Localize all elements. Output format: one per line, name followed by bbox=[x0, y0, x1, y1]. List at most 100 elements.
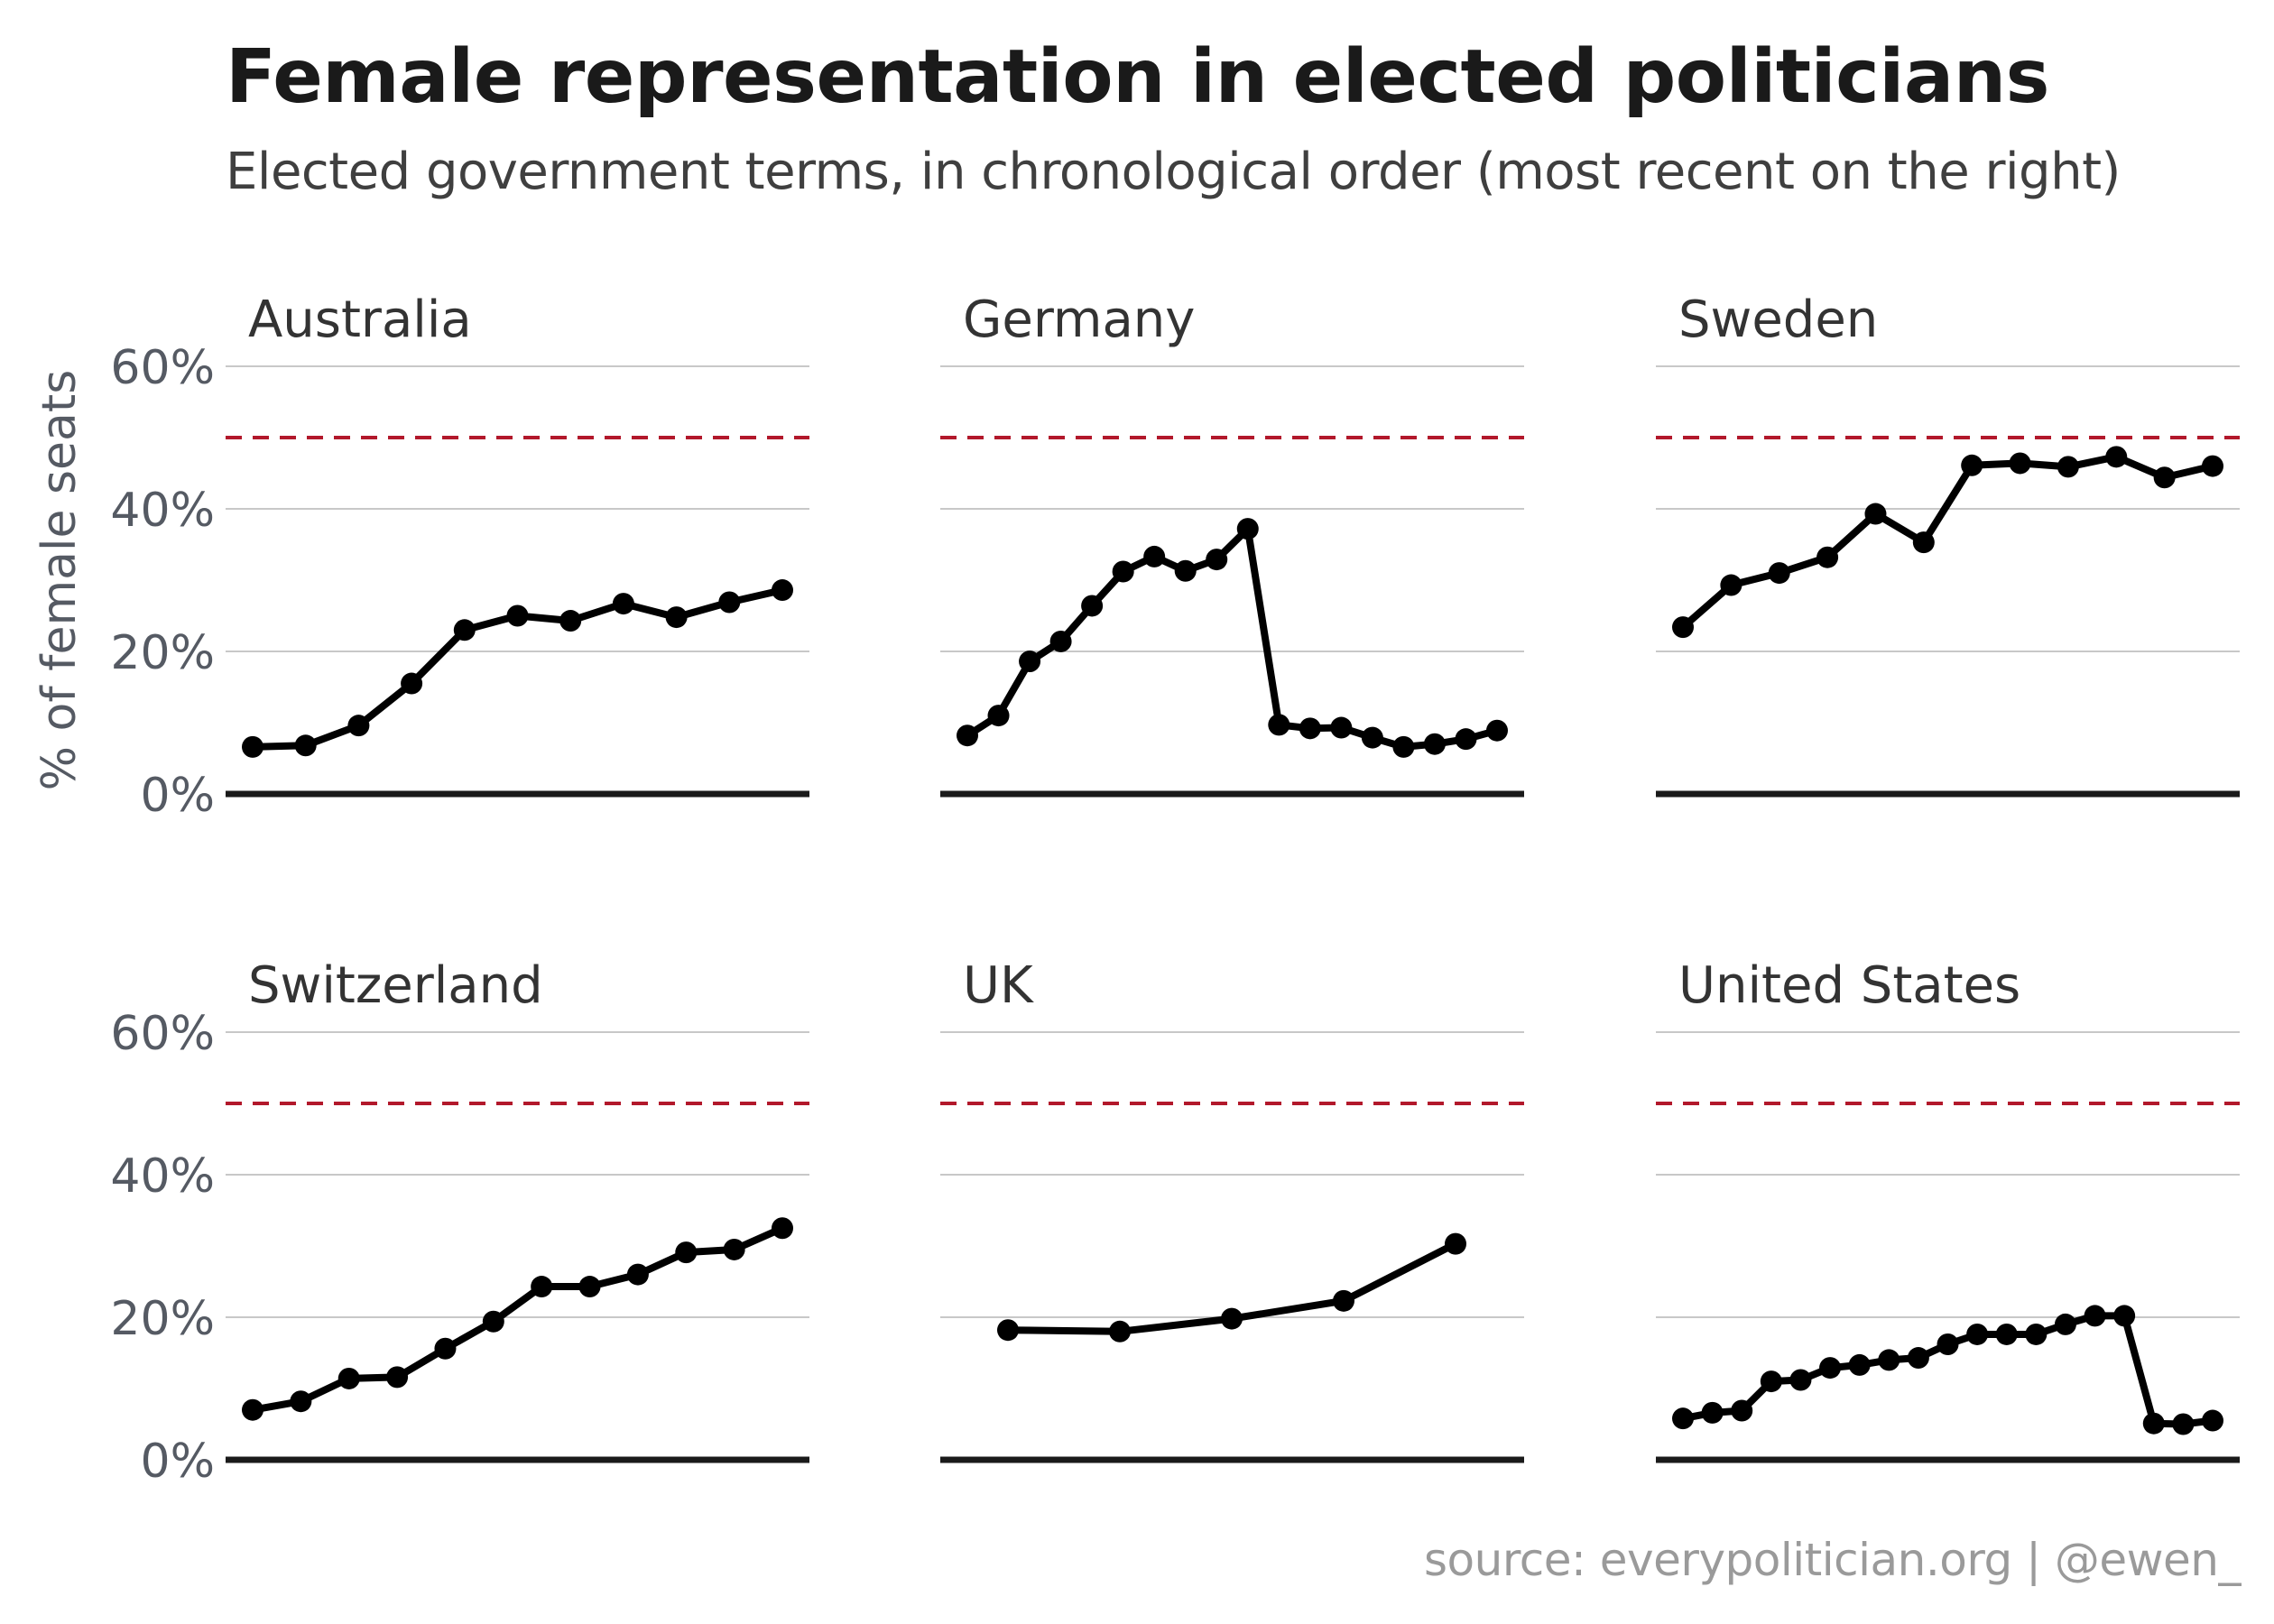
data-point-germany bbox=[1330, 716, 1353, 739]
y-tick-label: 0% bbox=[141, 769, 216, 823]
data-point-germany bbox=[1174, 559, 1197, 582]
data-point-united-states bbox=[1966, 1323, 1989, 1345]
data-point-australia bbox=[242, 735, 263, 758]
data-point-switzerland bbox=[482, 1310, 504, 1333]
data-point-sweden bbox=[2105, 446, 2128, 468]
data-point-germany bbox=[1486, 719, 1508, 742]
panel-title-sweden: Sweden bbox=[1678, 291, 1878, 349]
data-point-germany bbox=[1299, 717, 1321, 740]
data-point-switzerland bbox=[242, 1398, 263, 1421]
data-point-switzerland bbox=[434, 1337, 457, 1360]
data-point-germany bbox=[1392, 735, 1415, 758]
data-point-germany bbox=[1206, 549, 1228, 571]
data-point-switzerland bbox=[675, 1241, 698, 1264]
data-point-sweden bbox=[2009, 452, 2031, 475]
data-point-switzerland bbox=[290, 1390, 312, 1413]
data-point-united-states bbox=[1937, 1333, 1959, 1356]
data-point-united-states bbox=[2172, 1413, 2195, 1435]
data-point-australia bbox=[506, 604, 529, 627]
data-point-switzerland bbox=[772, 1217, 793, 1240]
panel-title-uk: UK bbox=[963, 956, 1034, 1015]
panel-title-united-states: United States bbox=[1678, 956, 2020, 1015]
data-point-sweden bbox=[2057, 456, 2079, 478]
data-point-germany bbox=[1423, 733, 1446, 755]
y-tick-label: 40% bbox=[110, 1149, 215, 1204]
data-point-switzerland bbox=[386, 1366, 409, 1389]
panel-title-germany: Germany bbox=[963, 291, 1195, 349]
y-tick-label: 20% bbox=[110, 1292, 215, 1346]
data-point-uk bbox=[1109, 1320, 1131, 1343]
data-point-united-states bbox=[2202, 1409, 2223, 1432]
data-point-australia bbox=[772, 579, 793, 602]
data-point-united-states bbox=[2113, 1305, 2136, 1327]
data-point-australia bbox=[718, 591, 741, 614]
data-point-germany bbox=[1112, 560, 1134, 583]
data-point-united-states bbox=[1701, 1401, 1724, 1424]
data-point-sweden bbox=[1864, 503, 1887, 525]
data-point-sweden bbox=[2202, 455, 2223, 477]
data-point-switzerland bbox=[626, 1263, 649, 1286]
chart-subtitle: Elected government terms, in chronologic… bbox=[226, 143, 2121, 201]
series-line-united-states bbox=[1679, 1312, 2216, 1428]
data-point-uk bbox=[1221, 1307, 1243, 1330]
data-point-united-states bbox=[1760, 1370, 1782, 1393]
data-point-australia bbox=[294, 734, 317, 757]
data-point-germany bbox=[1268, 714, 1290, 736]
data-point-switzerland bbox=[531, 1276, 553, 1298]
data-point-united-states bbox=[1819, 1357, 1842, 1379]
data-point-switzerland bbox=[723, 1238, 745, 1260]
panel-title-switzerland: Switzerland bbox=[248, 956, 543, 1015]
data-point-switzerland bbox=[578, 1276, 601, 1298]
series-line-germany bbox=[964, 525, 1501, 751]
data-point-united-states bbox=[1731, 1399, 1753, 1422]
series-line-sweden bbox=[1679, 453, 2216, 632]
data-point-australia bbox=[559, 610, 582, 632]
data-point-sweden bbox=[1672, 616, 1694, 639]
data-point-uk bbox=[1333, 1289, 1354, 1312]
data-point-united-states bbox=[1789, 1369, 1812, 1391]
y-tick-label: 40% bbox=[110, 484, 215, 538]
data-point-united-states bbox=[1878, 1349, 1900, 1371]
data-point-australia bbox=[347, 715, 370, 737]
data-point-united-states bbox=[2025, 1323, 2048, 1345]
data-point-germany bbox=[1236, 518, 1259, 540]
data-point-australia bbox=[612, 593, 634, 615]
y-axis-title: % of female seats bbox=[32, 370, 87, 791]
data-point-united-states bbox=[2084, 1305, 2106, 1327]
data-point-sweden bbox=[1912, 531, 1935, 554]
data-point-united-states bbox=[1907, 1347, 1929, 1370]
data-point-germany bbox=[957, 724, 978, 747]
data-point-switzerland bbox=[337, 1367, 360, 1389]
data-point-sweden bbox=[2153, 466, 2176, 489]
data-point-uk bbox=[1445, 1232, 1466, 1255]
y-tick-label: 60% bbox=[110, 1007, 215, 1061]
data-point-germany bbox=[1361, 726, 1383, 749]
data-point-united-states bbox=[1848, 1353, 1871, 1376]
data-point-germany bbox=[1455, 728, 1477, 751]
data-point-united-states bbox=[2054, 1313, 2076, 1335]
y-tick-label: 60% bbox=[110, 341, 215, 395]
data-point-germany bbox=[1081, 595, 1104, 617]
data-point-germany bbox=[987, 705, 1010, 727]
data-point-sweden bbox=[1768, 562, 1790, 585]
data-point-united-states bbox=[2142, 1412, 2165, 1435]
data-point-sweden bbox=[1961, 454, 1983, 476]
data-point-australia bbox=[453, 619, 476, 641]
series-line-switzerland bbox=[249, 1224, 786, 1414]
data-point-australia bbox=[401, 672, 423, 695]
data-point-germany bbox=[1019, 651, 1041, 673]
chart-title: Female representation in elected politic… bbox=[226, 34, 2049, 120]
data-point-australia bbox=[665, 606, 688, 629]
data-point-germany bbox=[1049, 630, 1072, 652]
data-point-sweden bbox=[1720, 574, 1742, 596]
y-tick-label: 20% bbox=[110, 626, 215, 680]
panel-title-australia: Australia bbox=[248, 291, 472, 349]
y-tick-label: 0% bbox=[141, 1435, 216, 1489]
data-point-united-states bbox=[1672, 1407, 1694, 1430]
data-point-sweden bbox=[1816, 546, 1839, 568]
data-point-germany bbox=[1143, 545, 1166, 567]
data-point-uk bbox=[997, 1319, 1019, 1342]
source-caption: source: everypolitician.org | @ewen_ bbox=[1424, 1534, 2242, 1586]
